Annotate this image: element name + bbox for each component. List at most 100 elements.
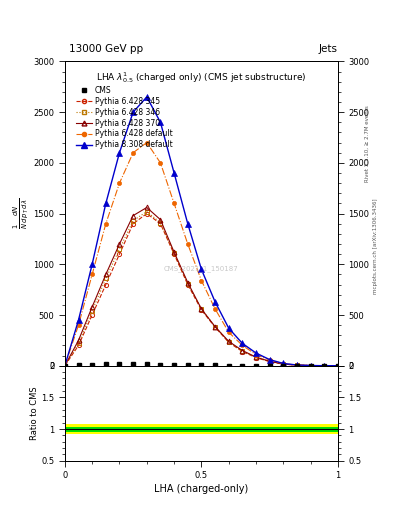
Pythia 6.428 default <box>199 278 204 284</box>
Pythia 6.428 370 <box>131 212 136 219</box>
Pythia 6.428 default <box>62 362 67 369</box>
Pythia 6.428 370 <box>336 362 340 369</box>
Pythia 6.428 346 <box>103 275 108 282</box>
Line: Pythia 6.428 370: Pythia 6.428 370 <box>62 205 340 368</box>
Pythia 6.428 346 <box>199 306 204 312</box>
Text: mcplots.cern.ch [arXiv:1306.3436]: mcplots.cern.ch [arXiv:1306.3436] <box>373 198 378 293</box>
Pythia 6.428 370 <box>90 304 95 310</box>
Pythia 6.428 370 <box>322 362 327 369</box>
Pythia 6.428 default <box>90 271 95 278</box>
Pythia 6.428 346 <box>308 362 313 369</box>
Pythia 8.308 default <box>336 362 340 369</box>
Pythia 6.428 370 <box>103 271 108 278</box>
Pythia 6.428 default <box>281 360 286 367</box>
Pythia 8.308 default <box>172 170 176 176</box>
Pythia 6.428 370 <box>240 348 245 354</box>
Pythia 6.428 346 <box>322 362 327 369</box>
Line: Pythia 8.308 default: Pythia 8.308 default <box>62 94 341 369</box>
Pythia 8.308 default <box>185 221 190 227</box>
Pythia 6.428 345 <box>254 354 259 360</box>
Pythia 6.428 345 <box>336 362 340 369</box>
Pythia 6.428 346 <box>158 220 163 226</box>
Pythia 6.428 345 <box>145 210 149 217</box>
Pythia 6.428 370 <box>172 249 176 255</box>
Pythia 8.308 default <box>62 362 67 369</box>
Pythia 6.428 370 <box>76 337 81 344</box>
Pythia 8.308 default <box>295 362 299 368</box>
Y-axis label: Ratio to CMS: Ratio to CMS <box>29 387 39 440</box>
Pythia 6.428 346 <box>172 250 176 256</box>
Pythia 6.428 346 <box>62 362 67 369</box>
Pythia 6.428 345 <box>213 324 217 330</box>
Pythia 6.428 345 <box>308 362 313 369</box>
Pythia 6.428 370 <box>281 361 286 367</box>
Pythia 6.428 default <box>76 322 81 328</box>
Pythia 6.428 346 <box>76 340 81 347</box>
Pythia 6.428 default <box>308 362 313 369</box>
Text: Rivet 3.1.10, ≥ 2.7M events: Rivet 3.1.10, ≥ 2.7M events <box>365 105 370 182</box>
Pythia 6.428 default <box>295 362 299 368</box>
Pythia 8.308 default <box>267 356 272 362</box>
Pythia 6.428 370 <box>117 241 122 247</box>
Pythia 6.428 370 <box>267 358 272 365</box>
Pythia 8.308 default <box>131 109 136 115</box>
Pythia 6.428 default <box>240 343 245 349</box>
Text: LHA $\lambda^1_{0.5}$ (charged only) (CMS jet substructure): LHA $\lambda^1_{0.5}$ (charged only) (CM… <box>96 71 307 86</box>
Pythia 6.428 370 <box>145 204 149 210</box>
Pythia 6.428 370 <box>62 362 67 369</box>
Pythia 6.428 370 <box>308 362 313 369</box>
Pythia 6.428 default <box>131 150 136 156</box>
Pythia 6.428 346 <box>281 361 286 367</box>
Line: Pythia 6.428 346: Pythia 6.428 346 <box>63 209 340 368</box>
Pythia 6.428 346 <box>131 218 136 224</box>
Pythia 6.428 default <box>103 221 108 227</box>
Pythia 6.428 370 <box>213 324 217 330</box>
Pythia 6.428 345 <box>76 343 81 349</box>
Pythia 6.428 346 <box>90 308 95 314</box>
Pythia 6.428 370 <box>199 306 204 312</box>
Pythia 6.428 345 <box>199 307 204 313</box>
Legend: CMS, Pythia 6.428 345, Pythia 6.428 346, Pythia 6.428 370, Pythia 6.428 default,: CMS, Pythia 6.428 345, Pythia 6.428 346,… <box>74 83 175 152</box>
Pythia 8.308 default <box>145 94 149 100</box>
Pythia 6.428 346 <box>267 358 272 365</box>
Text: 13000 GeV pp: 13000 GeV pp <box>69 44 143 54</box>
Pythia 6.428 345 <box>158 221 163 227</box>
Pythia 6.428 default <box>336 362 340 369</box>
Pythia 8.308 default <box>308 362 313 369</box>
Pythia 6.428 370 <box>295 362 299 368</box>
Pythia 6.428 345 <box>117 251 122 257</box>
Pythia 6.428 default <box>117 180 122 186</box>
Pythia 6.428 345 <box>240 349 245 355</box>
Pythia 8.308 default <box>281 360 286 367</box>
Pythia 6.428 370 <box>185 280 190 286</box>
Pythia 8.308 default <box>199 266 204 272</box>
Pythia 6.428 346 <box>185 281 190 287</box>
Pythia 6.428 345 <box>131 221 136 227</box>
Pythia 6.428 default <box>226 329 231 335</box>
Pythia 6.428 345 <box>226 339 231 346</box>
Pythia 8.308 default <box>90 261 95 267</box>
Bar <box>65 426 338 432</box>
Pythia 6.428 default <box>254 351 259 357</box>
Pythia 6.428 345 <box>267 358 272 365</box>
Pythia 6.428 370 <box>226 338 231 345</box>
Pythia 6.428 346 <box>213 324 217 330</box>
Pythia 6.428 370 <box>254 354 259 360</box>
Pythia 6.428 346 <box>240 348 245 354</box>
Pythia 6.428 default <box>213 306 217 312</box>
Pythia 8.308 default <box>322 362 327 369</box>
Line: Pythia 6.428 default: Pythia 6.428 default <box>63 140 340 368</box>
Pythia 6.428 default <box>267 357 272 363</box>
Pythia 8.308 default <box>254 350 259 356</box>
Pythia 6.428 default <box>145 139 149 145</box>
Pythia 6.428 345 <box>103 282 108 288</box>
Pythia 8.308 default <box>240 340 245 347</box>
Pythia 6.428 346 <box>226 339 231 345</box>
Pythia 6.428 346 <box>254 354 259 360</box>
Pythia 8.308 default <box>103 200 108 206</box>
Pythia 6.428 default <box>172 200 176 206</box>
Pythia 6.428 default <box>158 160 163 166</box>
Pythia 6.428 345 <box>90 312 95 318</box>
Pythia 6.428 345 <box>62 362 67 369</box>
Pythia 6.428 345 <box>185 282 190 288</box>
